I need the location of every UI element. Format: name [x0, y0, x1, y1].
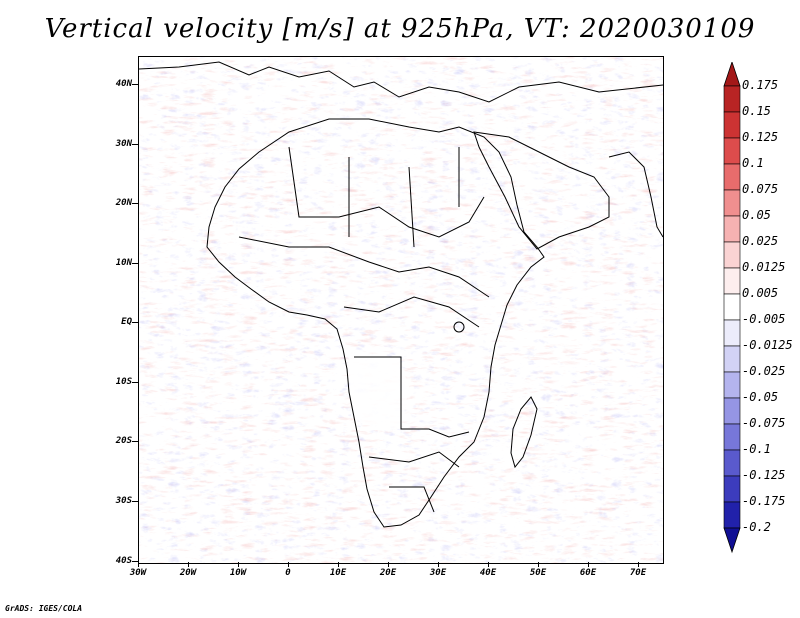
- lon-label: 20W: [179, 568, 197, 578]
- lon-label: 10W: [229, 568, 247, 578]
- lon-label: 40E: [479, 568, 497, 578]
- colorbar-label: 0.025: [742, 234, 779, 248]
- lon-label: 70E: [629, 568, 647, 578]
- map-canvas[interactable]: [139, 57, 663, 563]
- colorbar-label: -0.075: [742, 416, 786, 430]
- colorbar-segment: [723, 215, 741, 243]
- colorbar-label: 0.15: [742, 104, 771, 118]
- lon-tick: [238, 562, 239, 567]
- lat-tick: [132, 322, 138, 323]
- lat-label: 20S: [115, 436, 132, 446]
- lat-label: EQ: [121, 317, 132, 327]
- colorbar-segment: [723, 137, 741, 165]
- colorbar-label: 0.0125: [742, 260, 786, 274]
- colorbar-label: -0.005: [742, 312, 786, 326]
- lon-label: 50E: [529, 568, 547, 578]
- footer-credit: GrADS: IGES/COLA: [5, 604, 83, 613]
- lon-tick: [188, 562, 189, 567]
- colorbar-label: 0.1: [742, 156, 764, 170]
- lat-label: 30S: [115, 496, 132, 506]
- colorbar-segment: [723, 85, 741, 113]
- lon-tick: [638, 562, 639, 567]
- colorbar-segment: [723, 423, 741, 451]
- lat-tick: [132, 441, 138, 442]
- page-title: Vertical velocity [m/s] at 925hPa, VT: 2…: [44, 14, 756, 44]
- colorbar: [723, 62, 741, 554]
- colorbar-label: 0.005: [742, 286, 779, 300]
- colorbar-segment: [723, 501, 741, 529]
- lon-label: 0: [285, 568, 291, 578]
- lat-label: 30N: [115, 139, 132, 149]
- colorbar-segment: [723, 293, 741, 321]
- colorbar-segment: [723, 345, 741, 373]
- map-panel[interactable]: [138, 56, 664, 564]
- colorbar-segment: [723, 189, 741, 217]
- lon-tick: [438, 562, 439, 567]
- colorbar-label: -0.125: [742, 468, 786, 482]
- lon-label: 10E: [329, 568, 347, 578]
- lat-tick: [132, 561, 138, 562]
- lat-label: 10N: [115, 258, 132, 268]
- colorbar-segment: [723, 397, 741, 425]
- colorbar-label: 0.075: [742, 182, 779, 196]
- lon-label: 30W: [129, 568, 147, 578]
- lat-tick: [132, 501, 138, 502]
- colorbar-label: -0.0125: [742, 338, 793, 352]
- colorbar-segment: [723, 371, 741, 399]
- colorbar-label: 0.125: [742, 130, 779, 144]
- colorbar-segment: [723, 241, 741, 269]
- colorbar-label: 0.175: [742, 78, 779, 92]
- lon-tick: [288, 562, 289, 567]
- lon-label: 60E: [579, 568, 597, 578]
- lon-tick: [538, 562, 539, 567]
- colorbar-min-arrow: [723, 527, 741, 554]
- lon-label: 30E: [429, 568, 447, 578]
- colorbar-segment: [723, 267, 741, 295]
- downdraft-field: [139, 57, 663, 563]
- calm-land-patch: [349, 357, 409, 429]
- coastlines: [139, 61, 663, 528]
- lon-tick: [338, 562, 339, 567]
- colorbar-segment: [723, 449, 741, 477]
- lat-label: 10S: [115, 377, 132, 387]
- lat-tick: [132, 144, 138, 145]
- lat-tick: [132, 203, 138, 204]
- colorbar-label: -0.025: [742, 364, 786, 378]
- lon-tick: [488, 562, 489, 567]
- lon-tick: [388, 562, 389, 567]
- lon-label: 20E: [379, 568, 397, 578]
- colorbar-label: -0.1: [742, 442, 771, 456]
- lat-label: 40N: [115, 79, 132, 89]
- colorbar-segment: [723, 163, 741, 191]
- lon-tick: [138, 562, 139, 567]
- colorbar-segment: [723, 111, 741, 139]
- lat-label: 40S: [115, 556, 132, 566]
- colorbar-label: -0.2: [742, 520, 771, 534]
- colorbar-segment: [723, 475, 741, 503]
- colorbar-segment: [723, 319, 741, 347]
- lon-tick: [588, 562, 589, 567]
- lat-tick: [132, 263, 138, 264]
- lat-tick: [132, 84, 138, 85]
- lat-label: 20N: [115, 198, 132, 208]
- colorbar-label: -0.05: [742, 390, 779, 404]
- colorbar-label: 0.05: [742, 208, 771, 222]
- colorbar-max-arrow: [723, 62, 741, 87]
- colorbar-label: -0.175: [742, 494, 786, 508]
- lat-tick: [132, 382, 138, 383]
